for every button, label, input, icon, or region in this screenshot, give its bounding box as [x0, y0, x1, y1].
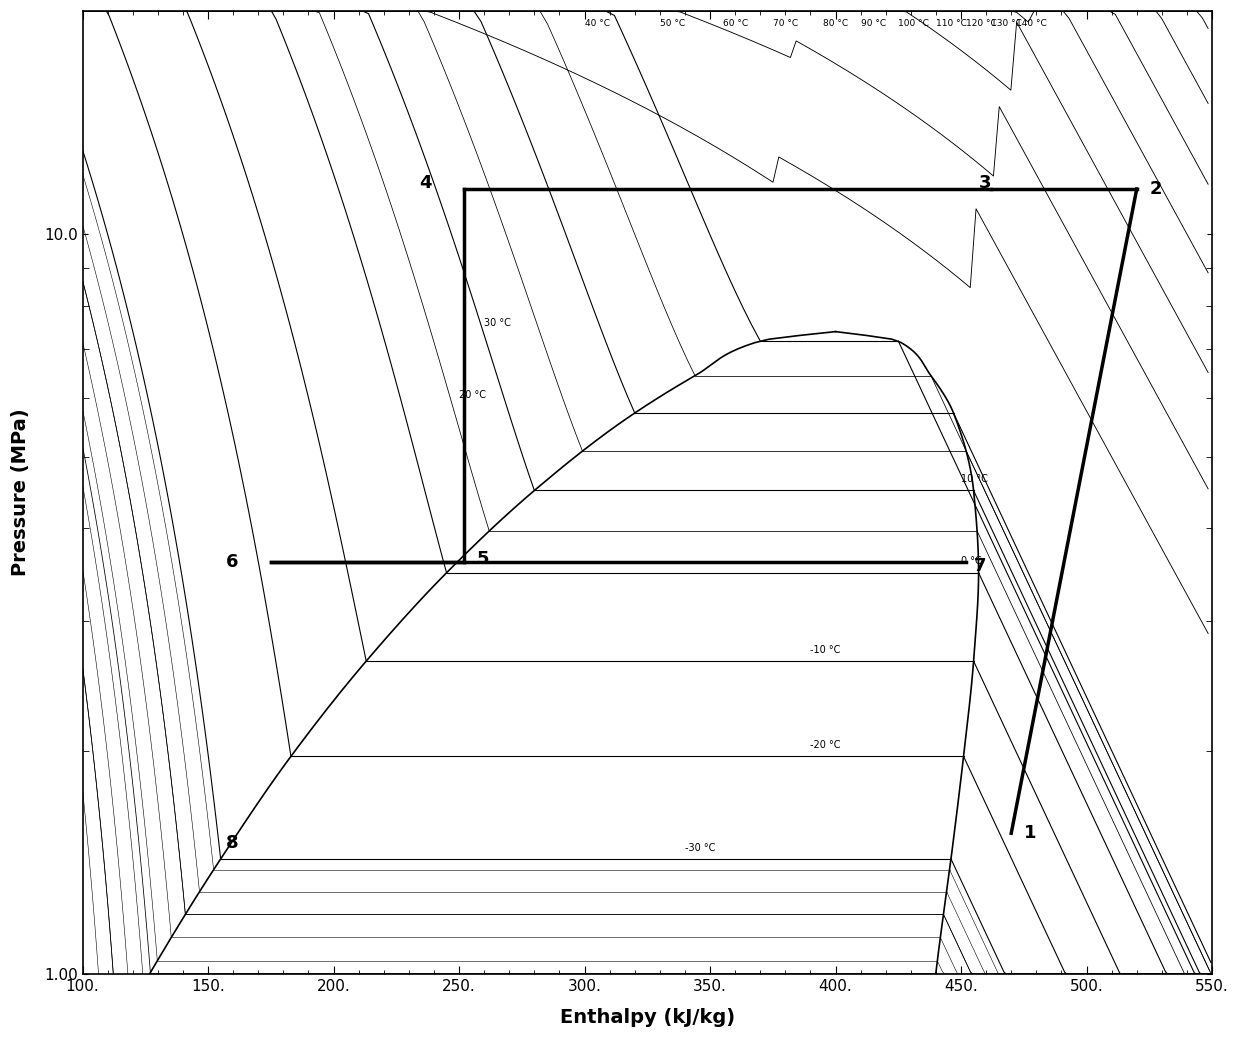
Text: 3: 3 — [978, 173, 991, 192]
Text: 8: 8 — [226, 835, 238, 852]
Text: 50 °C: 50 °C — [660, 20, 684, 28]
X-axis label: Enthalpy (kJ/kg): Enthalpy (kJ/kg) — [559, 1008, 735, 1027]
Text: -30 °C: -30 °C — [684, 843, 715, 852]
Text: 20 °C: 20 °C — [459, 390, 486, 401]
Text: 120 °C: 120 °C — [966, 20, 997, 28]
Text: 40 °C: 40 °C — [584, 20, 610, 28]
Text: 0 °C: 0 °C — [961, 556, 982, 567]
Text: 100 °C: 100 °C — [898, 20, 929, 28]
Text: 30 °C: 30 °C — [484, 319, 511, 328]
Text: 80 °C: 80 °C — [823, 20, 848, 28]
Y-axis label: Pressure (MPa): Pressure (MPa) — [11, 409, 30, 576]
Text: 7: 7 — [973, 556, 986, 575]
Text: -20 °C: -20 °C — [811, 740, 841, 750]
Text: 4: 4 — [419, 173, 432, 192]
Text: 90 °C: 90 °C — [861, 20, 885, 28]
Text: 10 °C: 10 °C — [961, 474, 988, 484]
Text: 5: 5 — [476, 550, 489, 568]
Text: 60 °C: 60 °C — [723, 20, 748, 28]
Text: 6: 6 — [226, 553, 238, 571]
Text: -10 °C: -10 °C — [811, 645, 841, 655]
Text: 2: 2 — [1149, 180, 1162, 198]
Text: 130 °C: 130 °C — [991, 20, 1022, 28]
Text: 1: 1 — [1024, 824, 1037, 842]
Text: 110 °C: 110 °C — [936, 20, 967, 28]
Text: 70 °C: 70 °C — [773, 20, 797, 28]
Text: 140 °C: 140 °C — [1017, 20, 1047, 28]
